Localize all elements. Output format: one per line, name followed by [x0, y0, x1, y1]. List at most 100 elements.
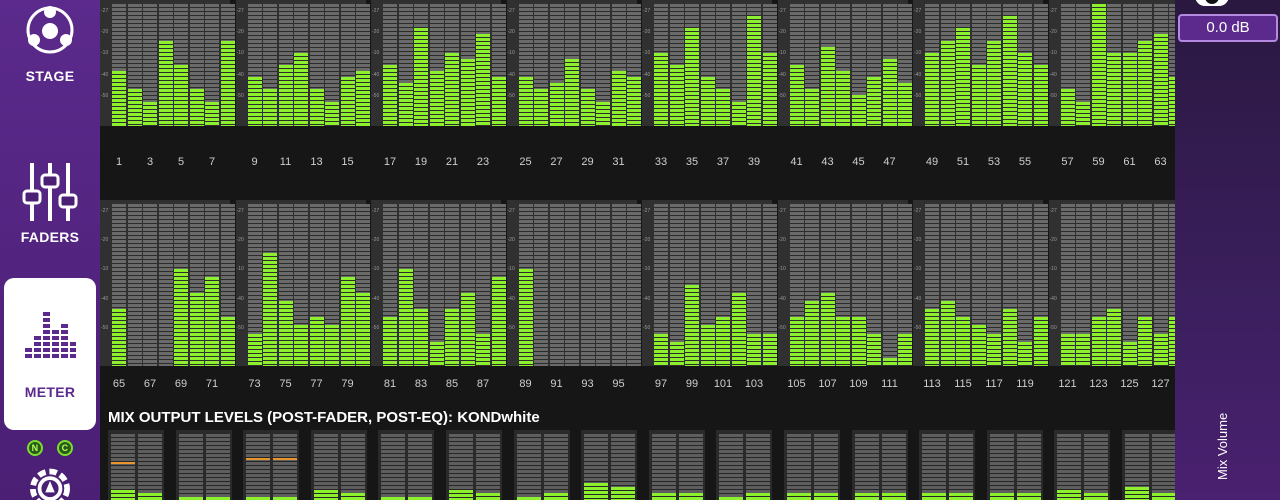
scale-tick-label: -40 [101, 295, 109, 302]
meter-scale: -27 -20 -10 -40 -50 [642, 0, 652, 126]
channel-meter [1060, 4, 1075, 126]
meter-level-fill [1018, 53, 1032, 126]
meter-level-fill [678, 493, 703, 500]
sidebar-item-settings[interactable]: N C [0, 440, 100, 500]
scale-tick-label: -27 [372, 208, 380, 214]
channel-meter [429, 4, 444, 126]
channel-meter [1107, 4, 1121, 126]
channel-meter [549, 4, 564, 126]
channel-meter [340, 204, 355, 366]
channel-meter [611, 204, 626, 366]
mix-output-meter [340, 434, 365, 500]
channel-meter [867, 4, 881, 126]
meter-level-fill [789, 317, 804, 366]
meter-level-fill [747, 334, 761, 366]
scale-tick-label: -40 [1049, 71, 1057, 78]
meter-level-fill [596, 102, 610, 126]
channel-number-label: 55 [1018, 156, 1032, 168]
meter-level-fill [1122, 342, 1137, 366]
scale-tick-label: -10 [1049, 266, 1057, 273]
channel-number-label: 15 [341, 156, 354, 168]
scale-tick-label: -27 [101, 8, 109, 14]
sidebar-item-faders[interactable]: FADERS [0, 155, 100, 265]
meter-scale: -27 -20 -10 -40 -50 [371, 200, 381, 366]
sidebar-item-stage[interactable]: STAGE [0, 0, 100, 105]
channel-number-label: 83 [414, 378, 428, 390]
meter-scale: -27 -20 -10 -40 -50 [642, 200, 652, 366]
meter-level-fill [882, 59, 897, 126]
meter-level-fill [1057, 490, 1082, 500]
meter-level-fill [1016, 493, 1041, 500]
meter-level-fill [340, 493, 365, 500]
channel-meter [1033, 4, 1048, 126]
channel-meter [158, 204, 173, 366]
mix-output-bank [108, 430, 164, 500]
meter-bank: -27 -20 -10 -40 -50 [235, 200, 370, 366]
channel-meter [1107, 204, 1121, 366]
meter-level-fill [854, 493, 879, 500]
scale-tick-label: -20 [101, 237, 109, 244]
meter-scale: -27 -20 -10 -40 -50 [913, 200, 923, 366]
channel-meter [669, 4, 684, 126]
scale-tick-label: -10 [507, 266, 515, 273]
channel-meter [851, 4, 866, 126]
mix-output-bank [784, 430, 840, 500]
channel-meter [565, 204, 579, 366]
channel-number-label: 21 [445, 156, 459, 168]
meter-bank: -27 -20 -10 -40 -50 [913, 200, 1048, 366]
channel-number-label: 13 [310, 156, 323, 168]
peak-hold-indicator [273, 458, 298, 460]
channel-meter [580, 204, 595, 366]
meter-level-fill [731, 102, 746, 126]
meter-scale: -27 -20 -10 -40 -50 [778, 200, 788, 366]
channel-meter [627, 4, 641, 126]
meter-level-fill [700, 77, 715, 126]
channel-number-label: 123 [1089, 378, 1108, 390]
mix-output-bank [648, 430, 705, 500]
sidebar-item-meter[interactable]: METER [4, 278, 96, 430]
channel-meter [596, 204, 610, 366]
scale-tick-label: -50 [1049, 92, 1057, 99]
channel-number-label: 37 [716, 156, 730, 168]
meter-level-fill [1076, 334, 1090, 366]
meter-scale: -27 -20 -10 -40 -50 [100, 200, 110, 366]
scale-tick-label: -27 [507, 208, 515, 214]
mix-output-meter [1084, 434, 1109, 500]
channel-meter [762, 204, 777, 366]
channel-number-label: 57 [1061, 156, 1074, 168]
channel-number-label: 89 [519, 378, 532, 390]
channel-number-label: 5 [177, 156, 185, 168]
meter-level-fill [476, 493, 500, 500]
mix-output-meter [1016, 434, 1041, 500]
channel-meter [189, 4, 204, 126]
scale-tick-label: -20 [372, 237, 380, 244]
meter-level-fill [1125, 487, 1149, 500]
channel-number-label: 117 [985, 378, 1003, 390]
meter-level-fill [278, 65, 293, 126]
meter-level-fill [925, 53, 939, 126]
meter-level-fill [956, 317, 970, 366]
meter-level-fill [922, 493, 947, 500]
channel-number-label: 1 [115, 156, 123, 168]
meter-level-fill [309, 317, 324, 366]
channel-number-label: 9 [251, 156, 258, 168]
mix-output-meter [543, 434, 568, 500]
channel-number-label: 25 [519, 156, 532, 168]
meter-level-fill [719, 497, 744, 500]
meter-level-fill [356, 71, 370, 126]
channel-meter [534, 204, 548, 366]
meter-level-fill [627, 77, 641, 126]
meter-level-fill [762, 334, 777, 366]
meter-level-fill [445, 53, 459, 126]
meter-scale: -27 -20 -10 -40 -50 [1049, 0, 1059, 126]
channel-number-label: 113 [923, 378, 941, 390]
scale-tick-label: -50 [643, 324, 651, 331]
mix-output-bank [716, 430, 773, 500]
mix-volume-fader-knob[interactable]: + [1195, 0, 1229, 6]
channel-meter [1076, 204, 1090, 366]
meter-level-fill [246, 497, 271, 500]
channel-meter [143, 204, 157, 366]
meter-level-fill [220, 317, 235, 366]
mix-volume-readout[interactable]: 0.0 dB [1178, 14, 1278, 42]
mix-output-meter [205, 434, 230, 500]
